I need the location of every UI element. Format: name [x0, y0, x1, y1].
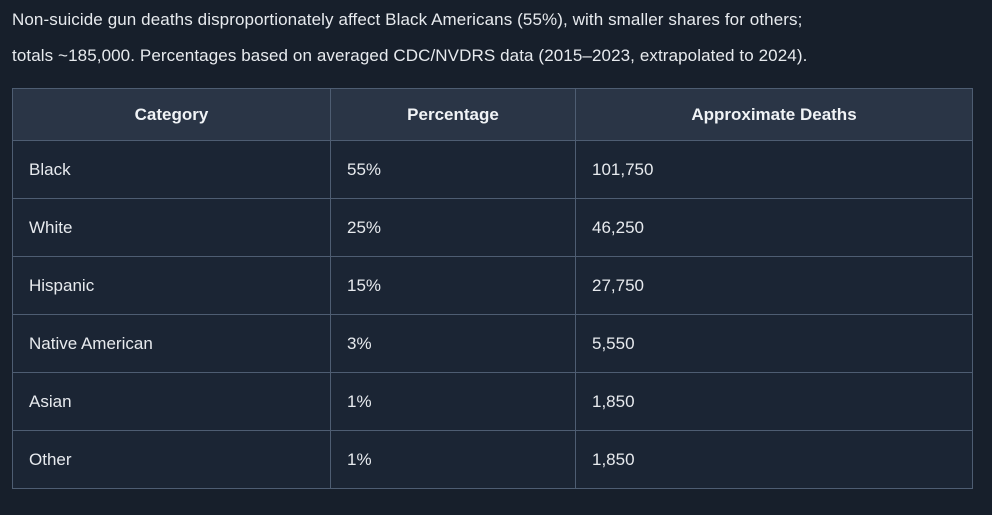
table-row: Other 1% 1,850 — [12, 430, 973, 489]
cell-category: White — [12, 198, 331, 257]
cell-category: Asian — [12, 372, 331, 431]
caption-line-1: Non-suicide gun deaths disproportionatel… — [12, 10, 803, 29]
data-table: Category Percentage Approximate Deaths B… — [12, 88, 973, 489]
cell-percentage: 1% — [330, 372, 576, 431]
table-row: Black 55% 101,750 — [12, 140, 973, 199]
cell-percentage: 1% — [330, 430, 576, 489]
table-row: Native American 3% 5,550 — [12, 314, 973, 373]
table-row: Hispanic 15% 27,750 — [12, 256, 973, 315]
cell-category: Other — [12, 430, 331, 489]
cell-percentage: 55% — [330, 140, 576, 199]
cell-deaths: 46,250 — [575, 198, 973, 257]
cell-deaths: 101,750 — [575, 140, 973, 199]
caption-line-2: totals ~185,000. Percentages based on av… — [12, 46, 808, 65]
cell-deaths: 1,850 — [575, 430, 973, 489]
cell-percentage: 15% — [330, 256, 576, 315]
page-background: Non-suicide gun deaths disproportionatel… — [12, 2, 980, 489]
header-row: Category Percentage Approximate Deaths — [12, 88, 973, 141]
table-caption: Non-suicide gun deaths disproportionatel… — [12, 2, 980, 74]
cell-category: Black — [12, 140, 331, 199]
table-row: Asian 1% 1,850 — [12, 372, 973, 431]
cell-category: Hispanic — [12, 256, 331, 315]
header-cell-category: Category — [12, 88, 331, 141]
table-row: White 25% 46,250 — [12, 198, 973, 257]
header-cell-percentage: Percentage — [330, 88, 576, 141]
header-cell-deaths: Approximate Deaths — [575, 88, 973, 141]
cell-percentage: 3% — [330, 314, 576, 373]
cell-deaths: 27,750 — [575, 256, 973, 315]
cell-deaths: 1,850 — [575, 372, 973, 431]
cell-deaths: 5,550 — [575, 314, 973, 373]
cell-category: Native American — [12, 314, 331, 373]
cell-percentage: 25% — [330, 198, 576, 257]
